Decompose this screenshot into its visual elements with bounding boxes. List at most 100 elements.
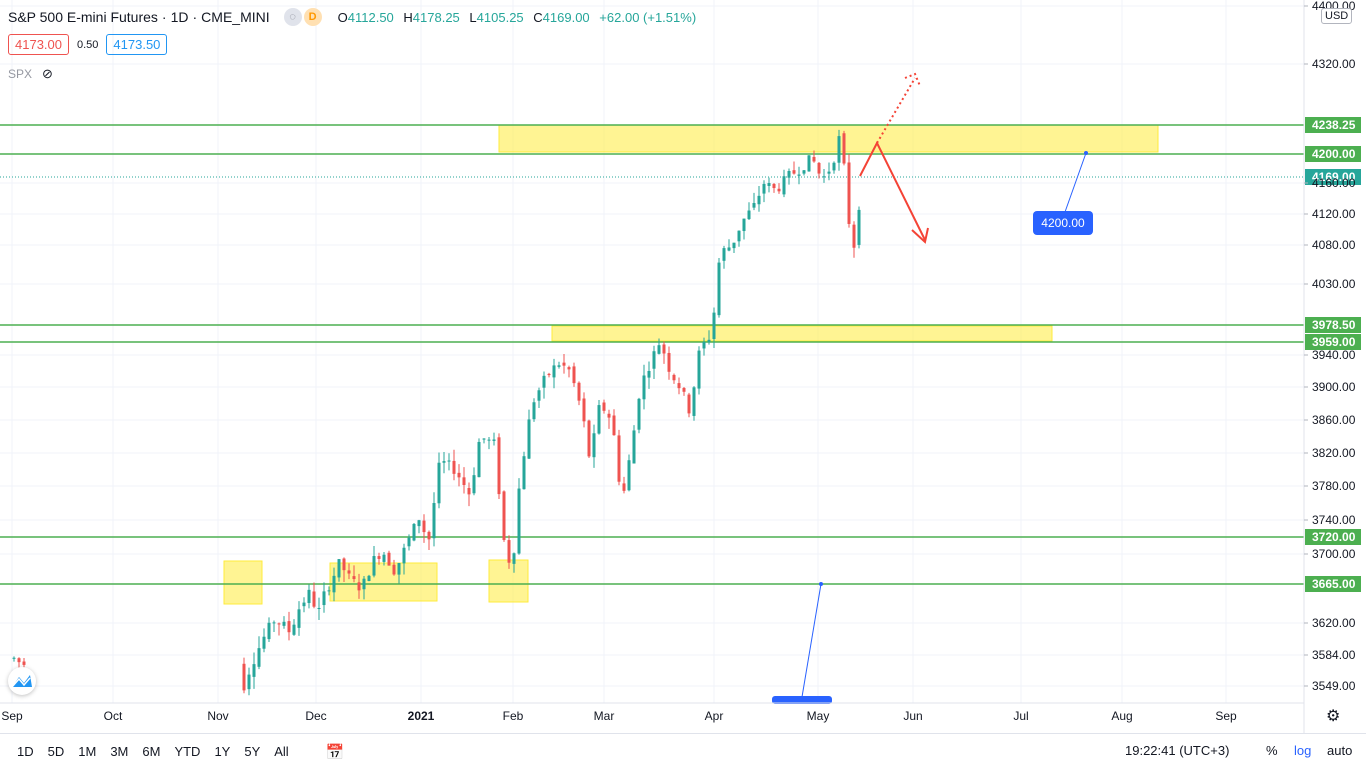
timeframe-ytd[interactable]: YTD bbox=[174, 744, 201, 759]
buy-button[interactable]: 4173.50 bbox=[106, 34, 168, 55]
level-price-tag-2 bbox=[1305, 317, 1361, 333]
candlestick-series bbox=[12, 129, 861, 696]
currency-badge[interactable]: USD bbox=[1321, 8, 1353, 24]
support-resistance-lines: 4238.25 4200.00 3978.50 3959.00 3720.00 3665.… bbox=[0, 117, 1361, 592]
candle-body bbox=[552, 365, 556, 378]
candle-body bbox=[712, 312, 716, 340]
candle-body bbox=[382, 554, 386, 562]
price-tick-label: 3620.00 bbox=[1312, 616, 1356, 630]
symbol-title[interactable]: S&P 500 E-mini Futures bbox=[8, 9, 158, 25]
candle-body bbox=[327, 590, 331, 592]
symbol-legend: S&P 500 E-mini Futures · 1D · CME_MINI ◌… bbox=[8, 8, 702, 26]
log-toggle[interactable]: log bbox=[1294, 743, 1312, 758]
candle-body bbox=[852, 224, 856, 248]
candle-body bbox=[617, 435, 621, 482]
candle-body bbox=[392, 564, 396, 575]
market-status-icon[interactable]: ◌ bbox=[283, 8, 302, 26]
spread-value: 0.50 bbox=[77, 38, 99, 51]
candle-body bbox=[737, 230, 741, 242]
candle-body bbox=[422, 520, 426, 533]
time-tick-label: Jun bbox=[903, 709, 922, 723]
candle-body bbox=[367, 575, 371, 581]
candle-body bbox=[557, 365, 561, 367]
candle-body bbox=[462, 477, 466, 485]
yellow-zones bbox=[223, 124, 1159, 605]
timeframe-1m[interactable]: 1M bbox=[78, 744, 97, 759]
auto-toggle[interactable]: auto bbox=[1327, 743, 1353, 758]
time-tick-label: 2021 bbox=[408, 709, 435, 723]
eye-off-icon[interactable]: ⊘ bbox=[42, 66, 53, 81]
candle-body bbox=[22, 661, 26, 665]
price-tick-label: 3584.00 bbox=[1312, 648, 1356, 662]
price-tick-label: 3549.00 bbox=[1312, 679, 1356, 693]
timeframe-5d[interactable]: 5D bbox=[47, 744, 65, 759]
drawings: 4200.00 bbox=[772, 72, 1093, 704]
candle-body bbox=[602, 402, 606, 411]
yellow-zone-0 bbox=[498, 124, 1159, 153]
candle-body bbox=[487, 439, 491, 441]
timeframe-1d[interactable]: 1D bbox=[17, 744, 34, 759]
candle-body bbox=[657, 345, 661, 354]
tradingview-logo-icon[interactable] bbox=[8, 667, 36, 695]
candle-body bbox=[372, 556, 376, 576]
candle-body bbox=[717, 262, 721, 316]
yellow-zone-1 bbox=[551, 325, 1053, 342]
compare-label: SPX bbox=[8, 67, 33, 81]
time-tick-label: Feb bbox=[503, 709, 524, 723]
candle-body bbox=[682, 387, 686, 392]
timeframe-5y[interactable]: 5Y bbox=[244, 744, 261, 759]
candle-body bbox=[452, 460, 456, 474]
sell-button[interactable]: 4173.00 bbox=[8, 34, 69, 55]
price-tick-label: 4120.00 bbox=[1312, 207, 1356, 221]
candle-body bbox=[292, 624, 296, 635]
time-axis[interactable]: Sep Oct Nov Dec 2021 Feb Mar Apr May Jun Jul Aug Sep bbox=[0, 702, 1304, 723]
settings-gear-icon[interactable]: ⚙ bbox=[1326, 708, 1341, 725]
time-tick-label: Jul bbox=[1013, 709, 1028, 723]
candle-body bbox=[482, 438, 486, 440]
price-tick-label: 3740.00 bbox=[1312, 513, 1356, 527]
candle-body bbox=[397, 563, 401, 575]
clock-readout[interactable]: 19:22:41 (UTC+3) bbox=[1125, 743, 1230, 758]
candle-body bbox=[807, 155, 811, 172]
candle-body bbox=[337, 559, 341, 578]
candle-body bbox=[622, 483, 626, 491]
price-tick-label: 3940.00 bbox=[1312, 348, 1356, 362]
candle-body bbox=[792, 170, 796, 174]
candle-body bbox=[272, 622, 276, 624]
percent-toggle[interactable]: % bbox=[1266, 743, 1278, 758]
candle-body bbox=[572, 366, 576, 384]
callout-line-2 bbox=[801, 583, 822, 698]
time-tick-label: Nov bbox=[207, 709, 228, 723]
candle-body bbox=[467, 488, 471, 495]
interval-label: 1D bbox=[170, 9, 189, 25]
time-tick-label: May bbox=[807, 709, 830, 723]
candle-body bbox=[722, 248, 726, 261]
candle-body bbox=[777, 188, 781, 192]
price-axis[interactable]: 4400.004320.004160.004120.004080.004030.… bbox=[1303, 0, 1356, 733]
candle-body bbox=[752, 203, 756, 208]
ohlc-values: O4112.50 H4178.25 L4105.25 C4169.00 +62.… bbox=[337, 9, 697, 25]
candle-body bbox=[352, 576, 356, 580]
candle-body bbox=[412, 523, 416, 541]
candle-body bbox=[562, 362, 566, 366]
candle-body bbox=[362, 578, 366, 590]
timeframe-3m[interactable]: 3M bbox=[110, 744, 129, 759]
candle-body bbox=[502, 491, 506, 540]
candle-body bbox=[417, 520, 421, 527]
time-tick-label: Sep bbox=[1, 709, 23, 723]
candle-body bbox=[692, 387, 696, 416]
timeframe-6m[interactable]: 6M bbox=[142, 744, 161, 759]
price-tick-label: 3780.00 bbox=[1312, 479, 1356, 493]
candle-body bbox=[567, 367, 571, 370]
timeframe-all[interactable]: All bbox=[274, 744, 289, 759]
level-price-tag-4 bbox=[1305, 529, 1361, 545]
calendar-range-icon[interactable]: 📅 bbox=[325, 743, 345, 761]
price-tick-label: 3820.00 bbox=[1312, 446, 1356, 460]
candle-body bbox=[377, 556, 381, 559]
candle-body bbox=[282, 621, 286, 626]
timeframe-1y[interactable]: 1Y bbox=[214, 744, 231, 759]
delayed-data-badge[interactable]: D bbox=[303, 8, 322, 26]
level-price-label: 4238.25 bbox=[1312, 118, 1356, 132]
candle-body bbox=[842, 133, 846, 164]
price-chart[interactable]: 4238.25 4200.00 3978.50 3959.00 3720.00 3665.… bbox=[0, 0, 1366, 733]
